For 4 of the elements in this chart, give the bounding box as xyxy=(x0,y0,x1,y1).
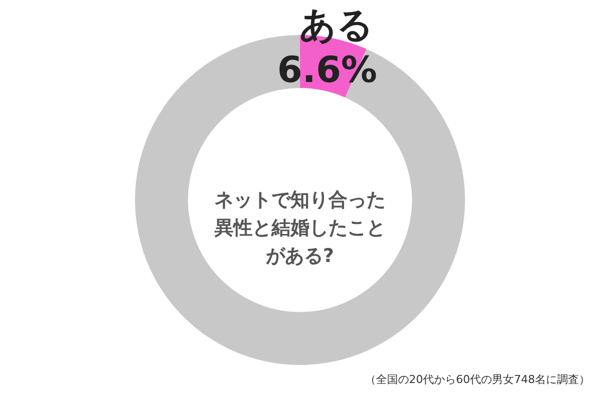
text: ネットで知り合った異性と結婚したことがある? xyxy=(214,189,386,267)
data-label: 6.6% xyxy=(277,50,378,91)
text: （全国の20代から60代の男女748名に調査） xyxy=(365,373,590,386)
slice-label: ある xyxy=(300,4,374,46)
